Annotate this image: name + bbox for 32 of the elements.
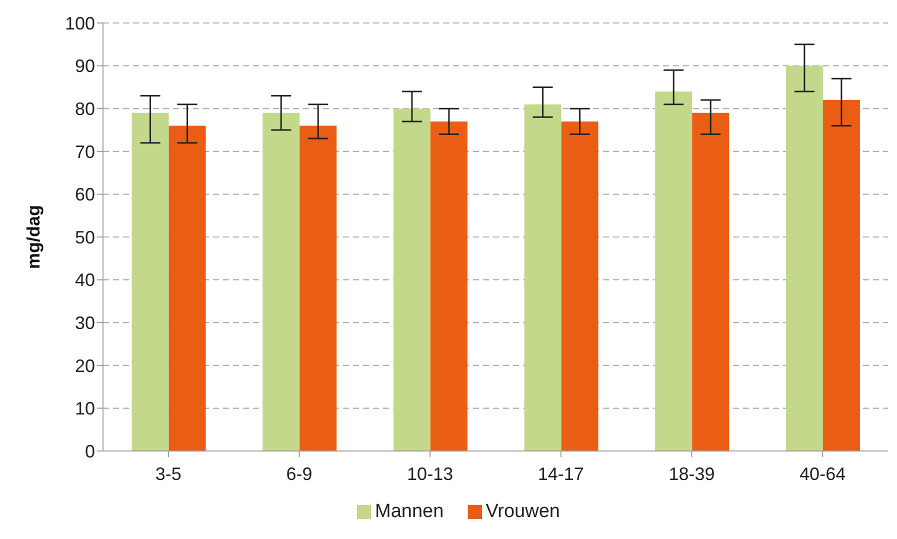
bar	[692, 112, 730, 451]
bar	[655, 91, 692, 451]
legend-label: Mannen	[375, 501, 444, 522]
y-tick-label: 60	[74, 184, 95, 205]
y-tick-label: 90	[74, 56, 95, 76]
bar	[168, 126, 206, 451]
bar	[132, 112, 169, 451]
bar	[561, 121, 598, 451]
y-tick-label: 80	[74, 98, 95, 119]
bar	[393, 108, 430, 451]
x-tick-label: 40-64	[800, 464, 846, 484]
bar	[430, 121, 468, 451]
y-tick-label: 0	[84, 441, 95, 462]
bar	[786, 66, 823, 451]
bar	[822, 100, 860, 451]
y-tick-label: 70	[74, 142, 95, 162]
bar	[300, 126, 337, 451]
x-tick-label: 18-39	[668, 464, 715, 484]
x-tick-label: 10-13	[407, 464, 454, 484]
y-tick-label: 40	[74, 270, 95, 290]
y-tick-label: 10	[74, 398, 95, 419]
x-tick-label: 6-9	[286, 464, 312, 484]
x-tick-label: 14-17	[538, 464, 584, 484]
y-tick-label: 30	[74, 312, 95, 333]
bar	[524, 104, 562, 451]
x-tick-label: 3-5	[155, 464, 182, 484]
y-axis-title: mg/dag	[23, 204, 44, 270]
y-tick-label: 50	[74, 227, 95, 248]
y-tick-label: 20	[74, 356, 95, 376]
legend-label: Vrouwen	[486, 501, 560, 522]
bar	[262, 112, 300, 451]
y-tick-label: 100	[64, 13, 95, 34]
